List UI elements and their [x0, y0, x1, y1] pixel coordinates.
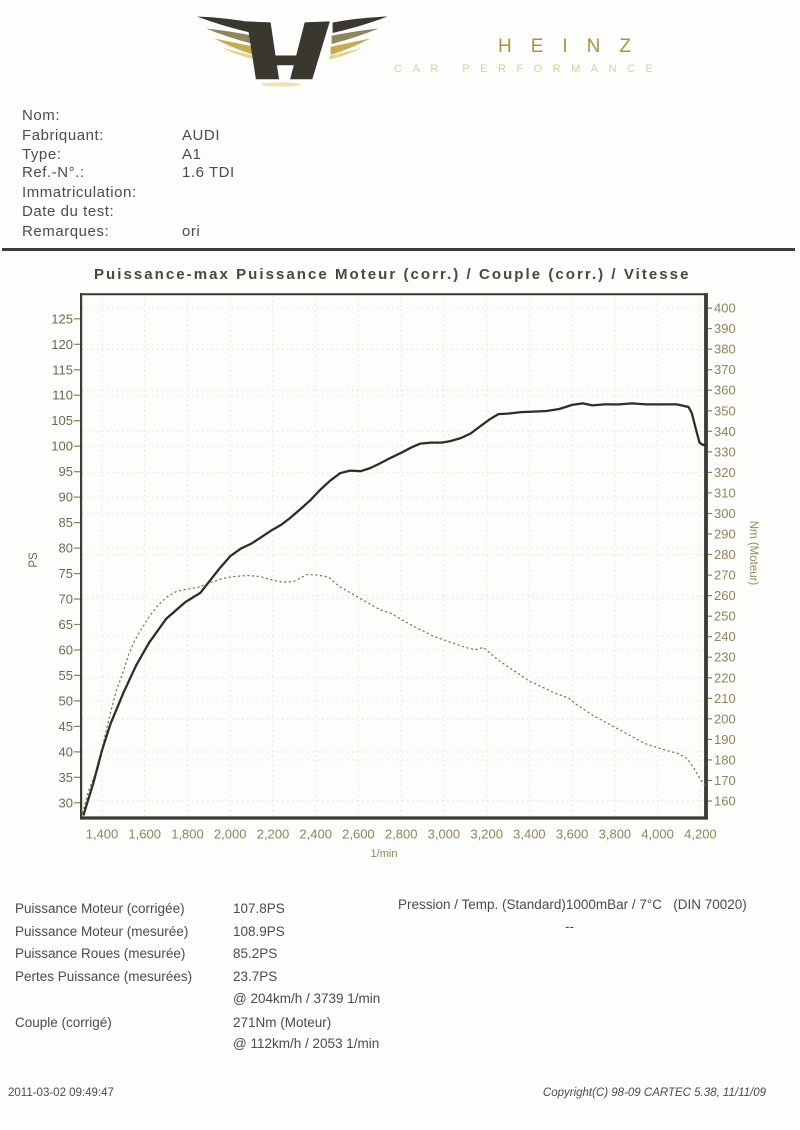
- svg-text:3,000: 3,000: [428, 827, 461, 842]
- svg-text:380: 380: [714, 342, 736, 357]
- svg-text:PS: PS: [28, 552, 40, 568]
- svg-text:370: 370: [714, 362, 736, 377]
- svg-text:350: 350: [714, 403, 736, 418]
- svg-text:3,200: 3,200: [470, 827, 503, 842]
- svg-text:1,800: 1,800: [171, 827, 204, 842]
- svg-text:4,200: 4,200: [684, 827, 717, 842]
- svg-text:210: 210: [714, 691, 736, 706]
- svg-text:400: 400: [714, 301, 736, 316]
- svg-text:2,800: 2,800: [385, 827, 418, 842]
- svg-text:190: 190: [714, 732, 736, 747]
- svg-text:340: 340: [714, 424, 736, 439]
- svg-text:65: 65: [59, 617, 73, 632]
- svg-text:105: 105: [51, 413, 73, 428]
- svg-text:2,200: 2,200: [257, 827, 290, 842]
- svg-text:310: 310: [714, 485, 736, 500]
- svg-text:Nm (Moteur): Nm (Moteur): [747, 521, 759, 586]
- svg-text:70: 70: [59, 592, 73, 607]
- svg-text:2,400: 2,400: [299, 827, 332, 842]
- svg-text:110: 110: [52, 388, 73, 403]
- svg-text:40: 40: [59, 744, 73, 759]
- svg-text:50: 50: [59, 693, 73, 708]
- svg-text:180: 180: [714, 752, 736, 767]
- svg-text:280: 280: [714, 547, 736, 562]
- svg-text:220: 220: [714, 670, 736, 685]
- svg-text:200: 200: [714, 711, 736, 726]
- svg-text:260: 260: [714, 588, 736, 603]
- svg-text:2,600: 2,600: [342, 827, 375, 842]
- svg-text:3,800: 3,800: [599, 827, 632, 842]
- svg-text:4,000: 4,000: [641, 827, 674, 842]
- svg-text:230: 230: [714, 650, 736, 665]
- svg-text:160: 160: [714, 794, 736, 809]
- svg-text:55: 55: [59, 668, 73, 683]
- svg-text:3,400: 3,400: [513, 827, 546, 842]
- svg-text:330: 330: [714, 444, 736, 459]
- svg-text:2,000: 2,000: [214, 827, 247, 842]
- svg-text:90: 90: [59, 490, 73, 505]
- svg-text:250: 250: [714, 609, 736, 624]
- svg-text:300: 300: [714, 506, 736, 521]
- svg-text:3,600: 3,600: [556, 827, 589, 842]
- svg-text:95: 95: [59, 464, 73, 479]
- svg-text:240: 240: [714, 629, 736, 644]
- svg-text:270: 270: [714, 568, 736, 583]
- svg-text:1,600: 1,600: [128, 827, 161, 842]
- svg-text:60: 60: [59, 643, 73, 658]
- svg-text:125: 125: [51, 311, 73, 326]
- svg-text:100: 100: [51, 439, 73, 454]
- svg-text:320: 320: [714, 465, 736, 480]
- svg-text:75: 75: [59, 566, 73, 581]
- svg-text:45: 45: [59, 719, 73, 734]
- svg-text:30: 30: [59, 795, 73, 810]
- svg-text:35: 35: [59, 770, 73, 785]
- svg-text:85: 85: [59, 515, 73, 530]
- svg-text:1,400: 1,400: [86, 827, 119, 842]
- svg-text:170: 170: [714, 773, 736, 788]
- svg-text:360: 360: [714, 383, 736, 398]
- svg-text:390: 390: [714, 321, 736, 336]
- svg-text:115: 115: [52, 362, 73, 377]
- svg-text:120: 120: [51, 337, 73, 352]
- svg-text:1/min: 1/min: [371, 848, 398, 860]
- svg-text:80: 80: [59, 541, 73, 556]
- svg-text:290: 290: [714, 527, 736, 542]
